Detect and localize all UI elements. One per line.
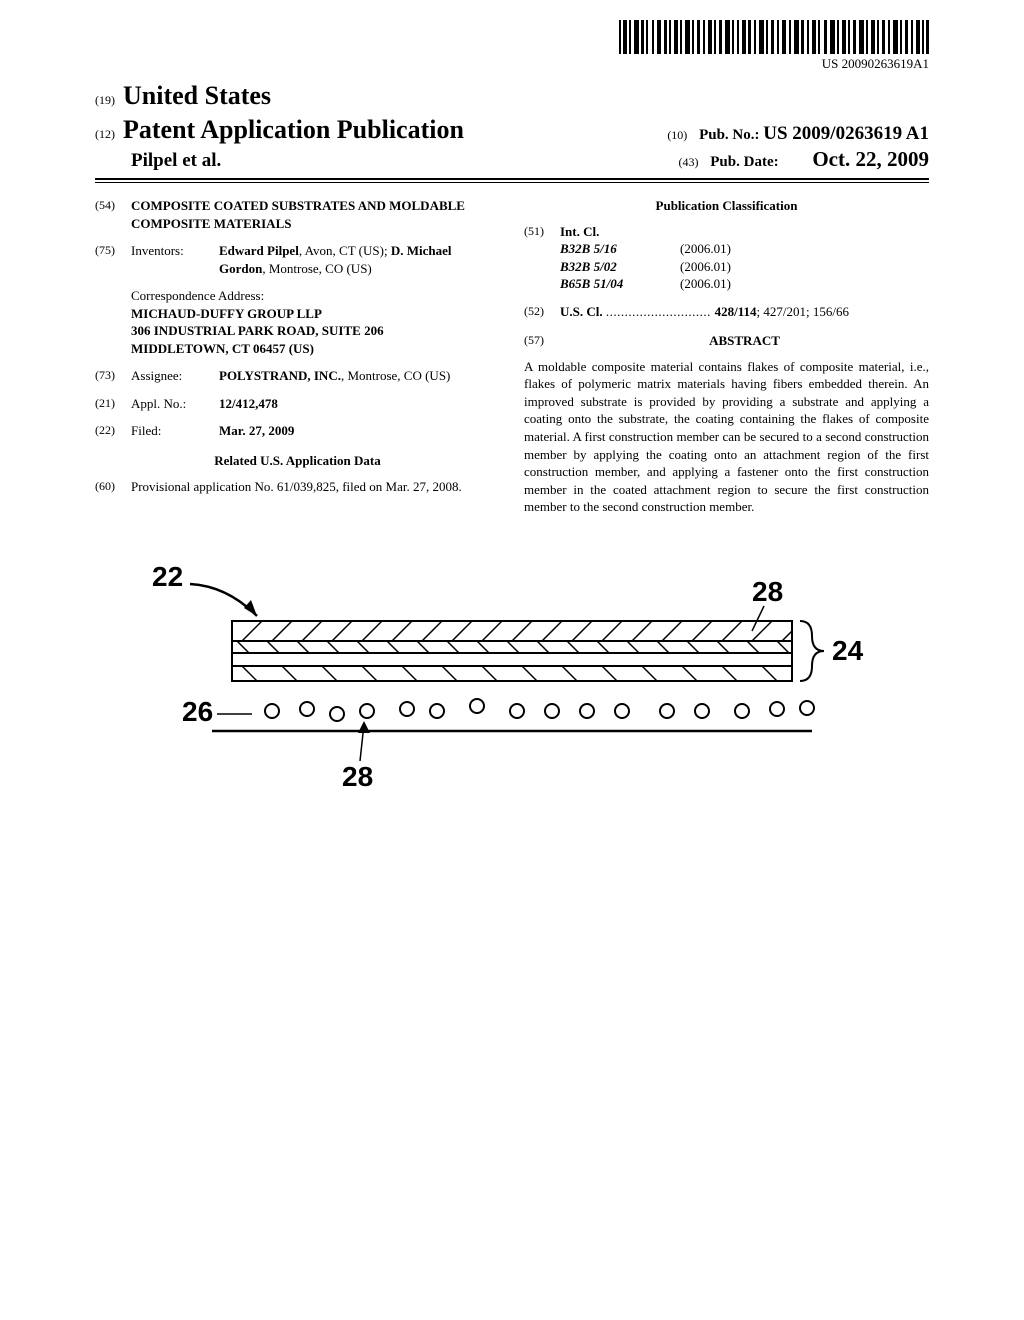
correspondence-label: Correspondence Address: (131, 287, 500, 305)
barcode: US 20090263619A1 (619, 20, 929, 72)
inventor1-loc: , Avon, CT (US); (299, 243, 391, 258)
uscl-extra: ; 427/201; 156/66 (757, 304, 849, 319)
intcl-code-0: B32B 5/16 (560, 240, 680, 258)
svg-text:28: 28 (342, 761, 373, 792)
pub-date-line: (43) Pub. Date: Oct. 22, 2009 (679, 147, 929, 172)
code-51: (51) (524, 223, 560, 293)
left-column: (54) COMPOSITE COATED SUBSTRATES AND MOL… (95, 197, 500, 516)
pub-date-label: Pub. Date: (710, 154, 778, 170)
svg-text:28: 28 (752, 576, 783, 607)
code-22: (22) (95, 422, 131, 440)
inventor1-name: Edward Pilpel (219, 243, 299, 258)
related-heading: Related U.S. Application Data (95, 452, 500, 470)
assignee-loc: , Montrose, CO (US) (341, 368, 450, 383)
pub-no-line: (10) Pub. No.: US 2009/0263619 A1 (667, 123, 929, 145)
authors: Pilpel et al. (95, 150, 221, 172)
publication-type: Patent Application Publication (123, 115, 464, 145)
pub-no-label: Pub. No.: (699, 127, 759, 143)
provisional-text: Provisional application No. 61/039,825, … (131, 478, 500, 496)
correspondence-line2: 306 INDUSTRIAL PARK ROAD, SUITE 206 (131, 322, 500, 340)
code-12: (12) (95, 127, 115, 142)
intcl-year-1: (2006.01) (680, 258, 929, 276)
code-21: (21) (95, 395, 131, 413)
abstract-heading: ABSTRACT (560, 332, 929, 350)
correspondence-line1: MICHAUD-DUFFY GROUP LLP (131, 305, 500, 323)
intcl-code-1: B32B 5/02 (560, 258, 680, 276)
intcl-code-2: B65B 51/04 (560, 275, 680, 293)
correspondence-block: Correspondence Address: MICHAUD-DUFFY GR… (131, 287, 500, 357)
country-name: United States (123, 81, 271, 111)
code-75: (75) (95, 242, 131, 277)
filed-label: Filed: (131, 422, 219, 440)
divider-thick (95, 178, 929, 180)
pub-class-heading: Publication Classification (524, 197, 929, 215)
code-19: (19) (95, 93, 115, 108)
svg-text:26: 26 (182, 696, 213, 727)
inventor2-loc: , Montrose, CO (US) (262, 261, 371, 276)
svg-text:24: 24 (832, 635, 864, 666)
right-column: Publication Classification (51) Int. Cl.… (524, 197, 929, 516)
appl-no: 12/412,478 (219, 395, 500, 413)
intcl-year-2: (2006.01) (680, 275, 929, 293)
figure-diagram: 22 (95, 556, 929, 816)
pub-no-value: US 2009/0263619 A1 (763, 123, 929, 144)
code-57: (57) (524, 332, 560, 356)
intcl-year-0: (2006.01) (680, 240, 929, 258)
code-10: (10) (667, 128, 687, 142)
code-52: (52) (524, 303, 560, 321)
inventors-label: Inventors: (131, 242, 219, 277)
assignee-value: POLYSTRAND, INC., Montrose, CO (US) (219, 367, 500, 385)
code-43: (43) (679, 155, 699, 169)
code-73: (73) (95, 367, 131, 385)
uscl-value: 428/114 (715, 304, 757, 319)
uscl-dots: ............................ (606, 304, 715, 319)
barcode-text: US 20090263619A1 (619, 56, 929, 72)
assignee-name: POLYSTRAND, INC. (219, 368, 341, 383)
code-54: (54) (95, 197, 131, 232)
svg-text:22: 22 (152, 561, 183, 592)
barcode-area: US 20090263619A1 (95, 20, 929, 73)
uscl-label: U.S. Cl. (560, 304, 603, 319)
divider-thin (95, 182, 929, 183)
inventors-value: Edward Pilpel, Avon, CT (US); D. Michael… (219, 242, 500, 277)
assignee-label: Assignee: (131, 367, 219, 385)
uscl-line: U.S. Cl. ............................ 42… (560, 303, 929, 321)
correspondence-line3: MIDDLETOWN, CT 06457 (US) (131, 340, 500, 358)
abstract-text: A moldable composite material contains f… (524, 358, 929, 516)
code-60: (60) (95, 478, 131, 496)
patent-title: COMPOSITE COATED SUBSTRATES AND MOLDABLE… (131, 197, 500, 232)
intcl-label: Int. Cl. (560, 223, 929, 241)
filed-date: Mar. 27, 2009 (219, 422, 500, 440)
pub-date-value: Oct. 22, 2009 (812, 147, 929, 171)
appl-label: Appl. No.: (131, 395, 219, 413)
